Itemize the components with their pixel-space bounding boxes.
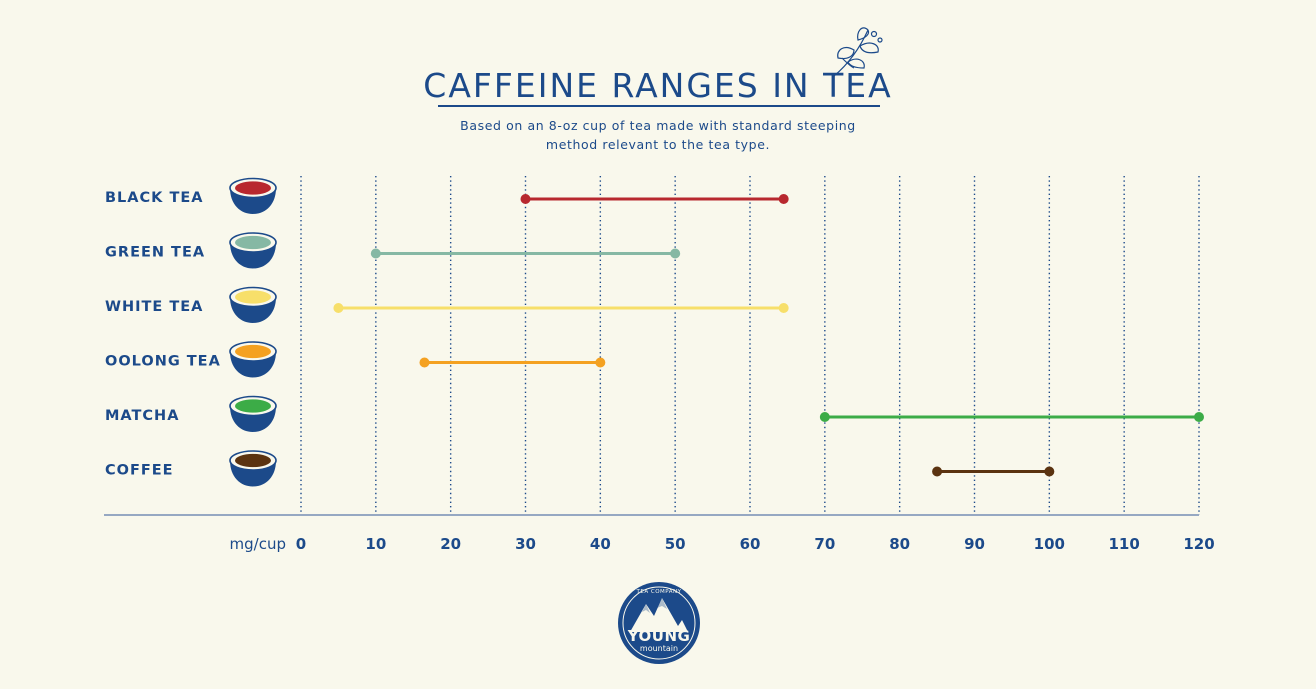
x-tick-label-70: 70 (814, 535, 835, 553)
series-label-white-tea: WHITE TEA (105, 299, 203, 315)
title-underline (438, 105, 880, 107)
coffee-cup-icon (229, 450, 277, 487)
x-tick-label-90: 90 (964, 535, 985, 553)
range-min-point-white-tea (333, 303, 344, 313)
range-max-point-oolong-tea (595, 357, 606, 368)
chart-title: CAFFEINE RANGES IN TEA (423, 66, 893, 105)
x-tick-label-60: 60 (740, 535, 761, 553)
row-black-tea: BLACK TEA (105, 177, 789, 214)
x-tick-label-0: 0 (296, 535, 306, 553)
range-max-point-white-tea (778, 303, 789, 313)
series-label-green-tea: GREEN TEA (105, 245, 205, 261)
x-tick-label-40: 40 (590, 535, 611, 553)
row-white-tea: WHITE TEA (105, 286, 789, 323)
row-coffee: COFFEE (105, 450, 1055, 487)
x-tick-label-110: 110 (1109, 535, 1140, 553)
range-min-point-oolong-tea (419, 357, 430, 368)
tea-cup-icon (229, 341, 277, 378)
tea-cup-icon (229, 395, 277, 432)
x-tick-label-10: 10 (365, 535, 386, 553)
x-tick-label-100: 100 (1034, 535, 1065, 553)
tea-leaf-sprig-icon (833, 27, 883, 77)
row-matcha: MATCHA (105, 395, 1204, 432)
range-min-point-coffee (932, 466, 943, 477)
tea-cup-icon (229, 177, 277, 214)
range-max-point-green-tea (670, 248, 681, 259)
x-tick-label-30: 30 (515, 535, 536, 553)
range-max-point-black-tea (778, 194, 789, 204)
x-tick-label-120: 120 (1183, 535, 1214, 553)
logo-sub-text: mountain (640, 644, 678, 653)
x-tick-label-50: 50 (665, 535, 686, 553)
series-label-coffee: COFFEE (105, 463, 174, 479)
x-tick-label-80: 80 (889, 535, 910, 553)
row-oolong-tea: OOLONG TEA (105, 341, 606, 378)
range-min-point-green-tea (370, 248, 381, 259)
subtitle-line-1: Based on an 8-oz cup of tea made with st… (460, 118, 856, 133)
x-axis-label: mg/cup (230, 535, 286, 553)
range-max-point-coffee (1044, 466, 1055, 477)
range-max-point-matcha (1194, 412, 1204, 422)
subtitle-line-2: method relevant to the tea type. (545, 137, 771, 152)
row-green-tea: GREEN TEA (105, 232, 681, 269)
series-label-oolong-tea: OOLONG TEA (105, 354, 221, 370)
logo-main-text: YOUNG (627, 627, 691, 645)
series-label-black-tea: BLACK TEA (105, 190, 203, 206)
range-min-point-black-tea (520, 194, 531, 204)
tea-cup-icon (229, 286, 277, 323)
x-tick-label-20: 20 (440, 535, 461, 553)
range-min-point-matcha (819, 412, 830, 422)
tea-cup-icon (229, 232, 277, 269)
chart-subtitle: Based on an 8-oz cup of tea made with st… (408, 116, 908, 154)
young-mountain-logo: TEA COMPANY YOUNG mountain (618, 582, 700, 664)
logo-top-text: TEA COMPANY (636, 589, 682, 595)
series-label-matcha: MATCHA (105, 408, 179, 424)
